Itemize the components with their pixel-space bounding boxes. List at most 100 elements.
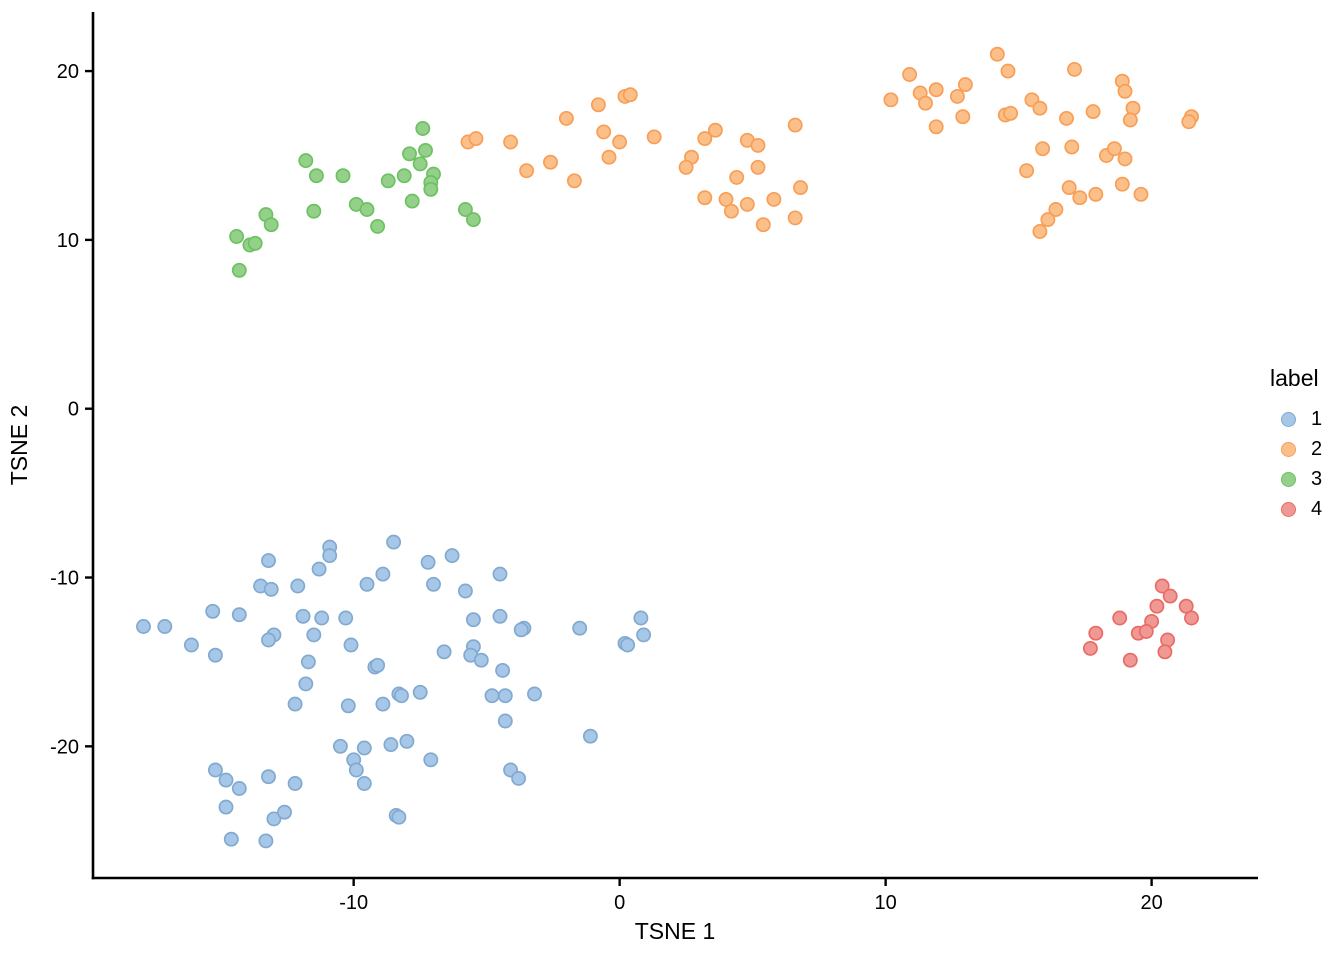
data-point-series-2	[468, 131, 484, 147]
data-point-series-2	[612, 134, 628, 150]
data-point-series-1	[436, 644, 452, 660]
data-point-series-1	[266, 811, 282, 827]
data-point-series-2	[1019, 163, 1035, 179]
data-point-series-3	[335, 168, 351, 184]
data-point-series-2	[883, 92, 899, 108]
data-point-series-3	[402, 146, 417, 162]
data-point-series-3	[263, 217, 279, 233]
x-tick-label: 0	[614, 892, 625, 914]
data-point-series-1	[183, 637, 199, 653]
data-point-series-1	[356, 740, 372, 756]
data-point-series-2	[566, 173, 582, 189]
data-point-series-1	[465, 612, 481, 628]
data-point-series-1	[492, 566, 508, 582]
data-point-series-4	[1138, 624, 1154, 639]
data-point-series-1	[636, 627, 652, 643]
data-point-series-1	[261, 632, 276, 648]
data-point-series-1	[423, 752, 439, 768]
legend-item-label: 2	[1311, 437, 1323, 460]
y-tick-label: 0	[68, 399, 79, 421]
data-point-series-1	[287, 696, 303, 712]
data-point-series-4	[1122, 652, 1138, 668]
data-point-series-2	[1040, 212, 1056, 228]
data-point-series-2	[1117, 83, 1133, 99]
y-tick-label: 20	[57, 61, 79, 83]
data-point-series-1	[356, 776, 372, 791]
data-point-series-2	[697, 190, 713, 206]
data-point-series-1	[258, 833, 274, 849]
data-point-series-4	[1082, 640, 1098, 656]
data-point-series-1	[620, 637, 636, 653]
data-point-series-2	[1085, 104, 1101, 120]
data-point-series-1	[511, 770, 527, 786]
legend-items: 1 2 3 4	[1270, 404, 1322, 524]
data-point-series-1	[207, 647, 223, 663]
legend-item-label: 3	[1311, 467, 1323, 490]
data-point-series-1	[207, 762, 223, 778]
data-point-series-2	[1072, 190, 1088, 206]
data-point-series-3	[231, 262, 247, 278]
data-point-series-1	[290, 578, 306, 594]
data-point-series-2	[1133, 186, 1149, 202]
data-point-series-3	[412, 156, 428, 172]
data-point-series-1	[484, 688, 500, 704]
data-point-series-1	[338, 610, 354, 626]
data-point-series-1	[295, 608, 311, 624]
legend-item-2: 2	[1270, 434, 1322, 464]
data-point-series-2	[596, 124, 612, 140]
data-point-series-2	[1059, 110, 1074, 126]
legend-title: label	[1270, 365, 1319, 391]
data-point-series-1	[572, 620, 588, 636]
data-point-series-1	[426, 576, 441, 592]
data-point-series-1	[391, 809, 407, 825]
data-point-series-2	[646, 129, 662, 145]
legend-swatch-icon	[1281, 471, 1296, 487]
data-point-series-1	[287, 776, 303, 791]
data-point-series-2	[503, 134, 519, 150]
data-point-series-4	[1157, 644, 1173, 660]
legend-swatch-icon	[1281, 501, 1296, 517]
data-point-series-2	[729, 169, 745, 185]
data-point-series-3	[396, 168, 412, 184]
data-point-series-1	[375, 696, 391, 712]
legend-item-4: 4	[1270, 494, 1322, 524]
data-point-series-3	[418, 142, 433, 158]
data-point-series-1	[457, 583, 473, 599]
data-point-series-2	[1032, 100, 1048, 116]
data-point-series-1	[473, 652, 489, 668]
data-point-series-1	[495, 662, 511, 678]
data-point-series-2	[989, 46, 1005, 62]
data-point-series-4	[1184, 610, 1199, 626]
data-point-series-1	[359, 576, 375, 592]
legend-item-3: 3	[1270, 464, 1322, 494]
data-point-series-1	[492, 608, 508, 624]
data-point-series-3	[404, 193, 420, 209]
data-point-series-2	[601, 149, 617, 165]
data-point-series-2	[707, 122, 723, 138]
data-point-series-2	[1064, 139, 1080, 155]
data-point-series-1	[375, 566, 391, 582]
data-point-series-4	[1112, 610, 1128, 626]
data-point-series-1	[386, 534, 402, 550]
data-point-series-3	[359, 202, 375, 217]
data-point-series-1	[332, 738, 348, 754]
data-point-series-3	[423, 181, 439, 197]
data-point-series-2	[1088, 186, 1104, 202]
data-point-series-3	[370, 218, 386, 234]
data-point-series-2	[928, 119, 944, 135]
data-point-series-2	[787, 117, 803, 133]
data-point-series-1	[412, 684, 428, 700]
legend-item-label: 4	[1311, 497, 1323, 520]
data-point-series-3	[308, 168, 324, 184]
data-point-series-2	[1061, 180, 1077, 196]
data-point-series-2	[1000, 63, 1016, 79]
data-point-series-1	[322, 548, 338, 564]
data-point-series-3	[380, 173, 396, 189]
data-point-series-1	[300, 654, 316, 670]
x-axis-title: TSNE 1	[635, 918, 716, 944]
legend-swatch-icon	[1281, 411, 1296, 427]
data-point-series-2	[678, 159, 694, 175]
data-point-series-1	[399, 733, 415, 749]
